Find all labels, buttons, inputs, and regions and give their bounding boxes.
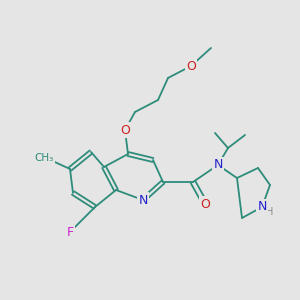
- Text: CH₃: CH₃: [34, 153, 54, 163]
- Text: N: N: [257, 200, 267, 214]
- Text: N: N: [138, 194, 148, 206]
- Text: N: N: [213, 158, 223, 172]
- Text: O: O: [120, 124, 130, 136]
- Text: H: H: [266, 207, 274, 217]
- Text: F: F: [66, 226, 74, 238]
- Text: O: O: [200, 197, 210, 211]
- Text: O: O: [186, 59, 196, 73]
- Text: O: O: [200, 197, 210, 211]
- Text: O: O: [120, 124, 130, 136]
- Text: N: N: [257, 200, 267, 214]
- Text: N: N: [213, 158, 223, 172]
- Text: O: O: [186, 59, 196, 73]
- Text: F: F: [66, 226, 74, 238]
